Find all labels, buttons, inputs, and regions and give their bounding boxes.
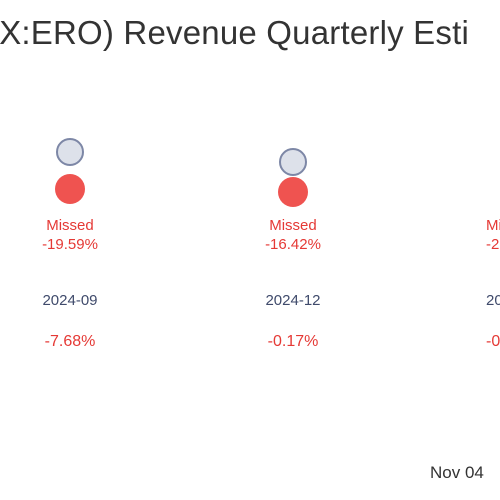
estimate-marker bbox=[56, 138, 84, 166]
actual-marker bbox=[278, 177, 308, 207]
period-label: 2024-09 bbox=[42, 292, 98, 309]
price-change: -0.17% bbox=[267, 333, 319, 350]
price-change: -0 bbox=[486, 333, 500, 350]
period-label: 20 bbox=[486, 292, 500, 309]
surprise-percent: -16.42% bbox=[265, 236, 321, 253]
surprise-percent: -19.59% bbox=[42, 236, 98, 253]
quarter-column-2: Missed -16.42% 2024-12 -0.17% bbox=[223, 0, 363, 500]
surprise-percent: -2 bbox=[486, 236, 500, 253]
price-change: -7.68% bbox=[44, 333, 96, 350]
result-label: Missed bbox=[46, 217, 94, 234]
chart-title: (X:ERO) Revenue Quarterly Esti bbox=[0, 14, 469, 51]
quarter-column-3: Mi -2 20 -0 bbox=[480, 0, 500, 500]
actual-marker bbox=[55, 174, 85, 204]
date-label: Nov 04 bbox=[430, 463, 484, 482]
estimate-marker bbox=[279, 148, 307, 176]
period-label: 2024-12 bbox=[265, 292, 321, 309]
result-label: Missed bbox=[269, 217, 317, 234]
quarter-column-1: Missed -19.59% 2024-09 -7.68% bbox=[0, 0, 140, 500]
result-label: Mi bbox=[486, 217, 500, 234]
